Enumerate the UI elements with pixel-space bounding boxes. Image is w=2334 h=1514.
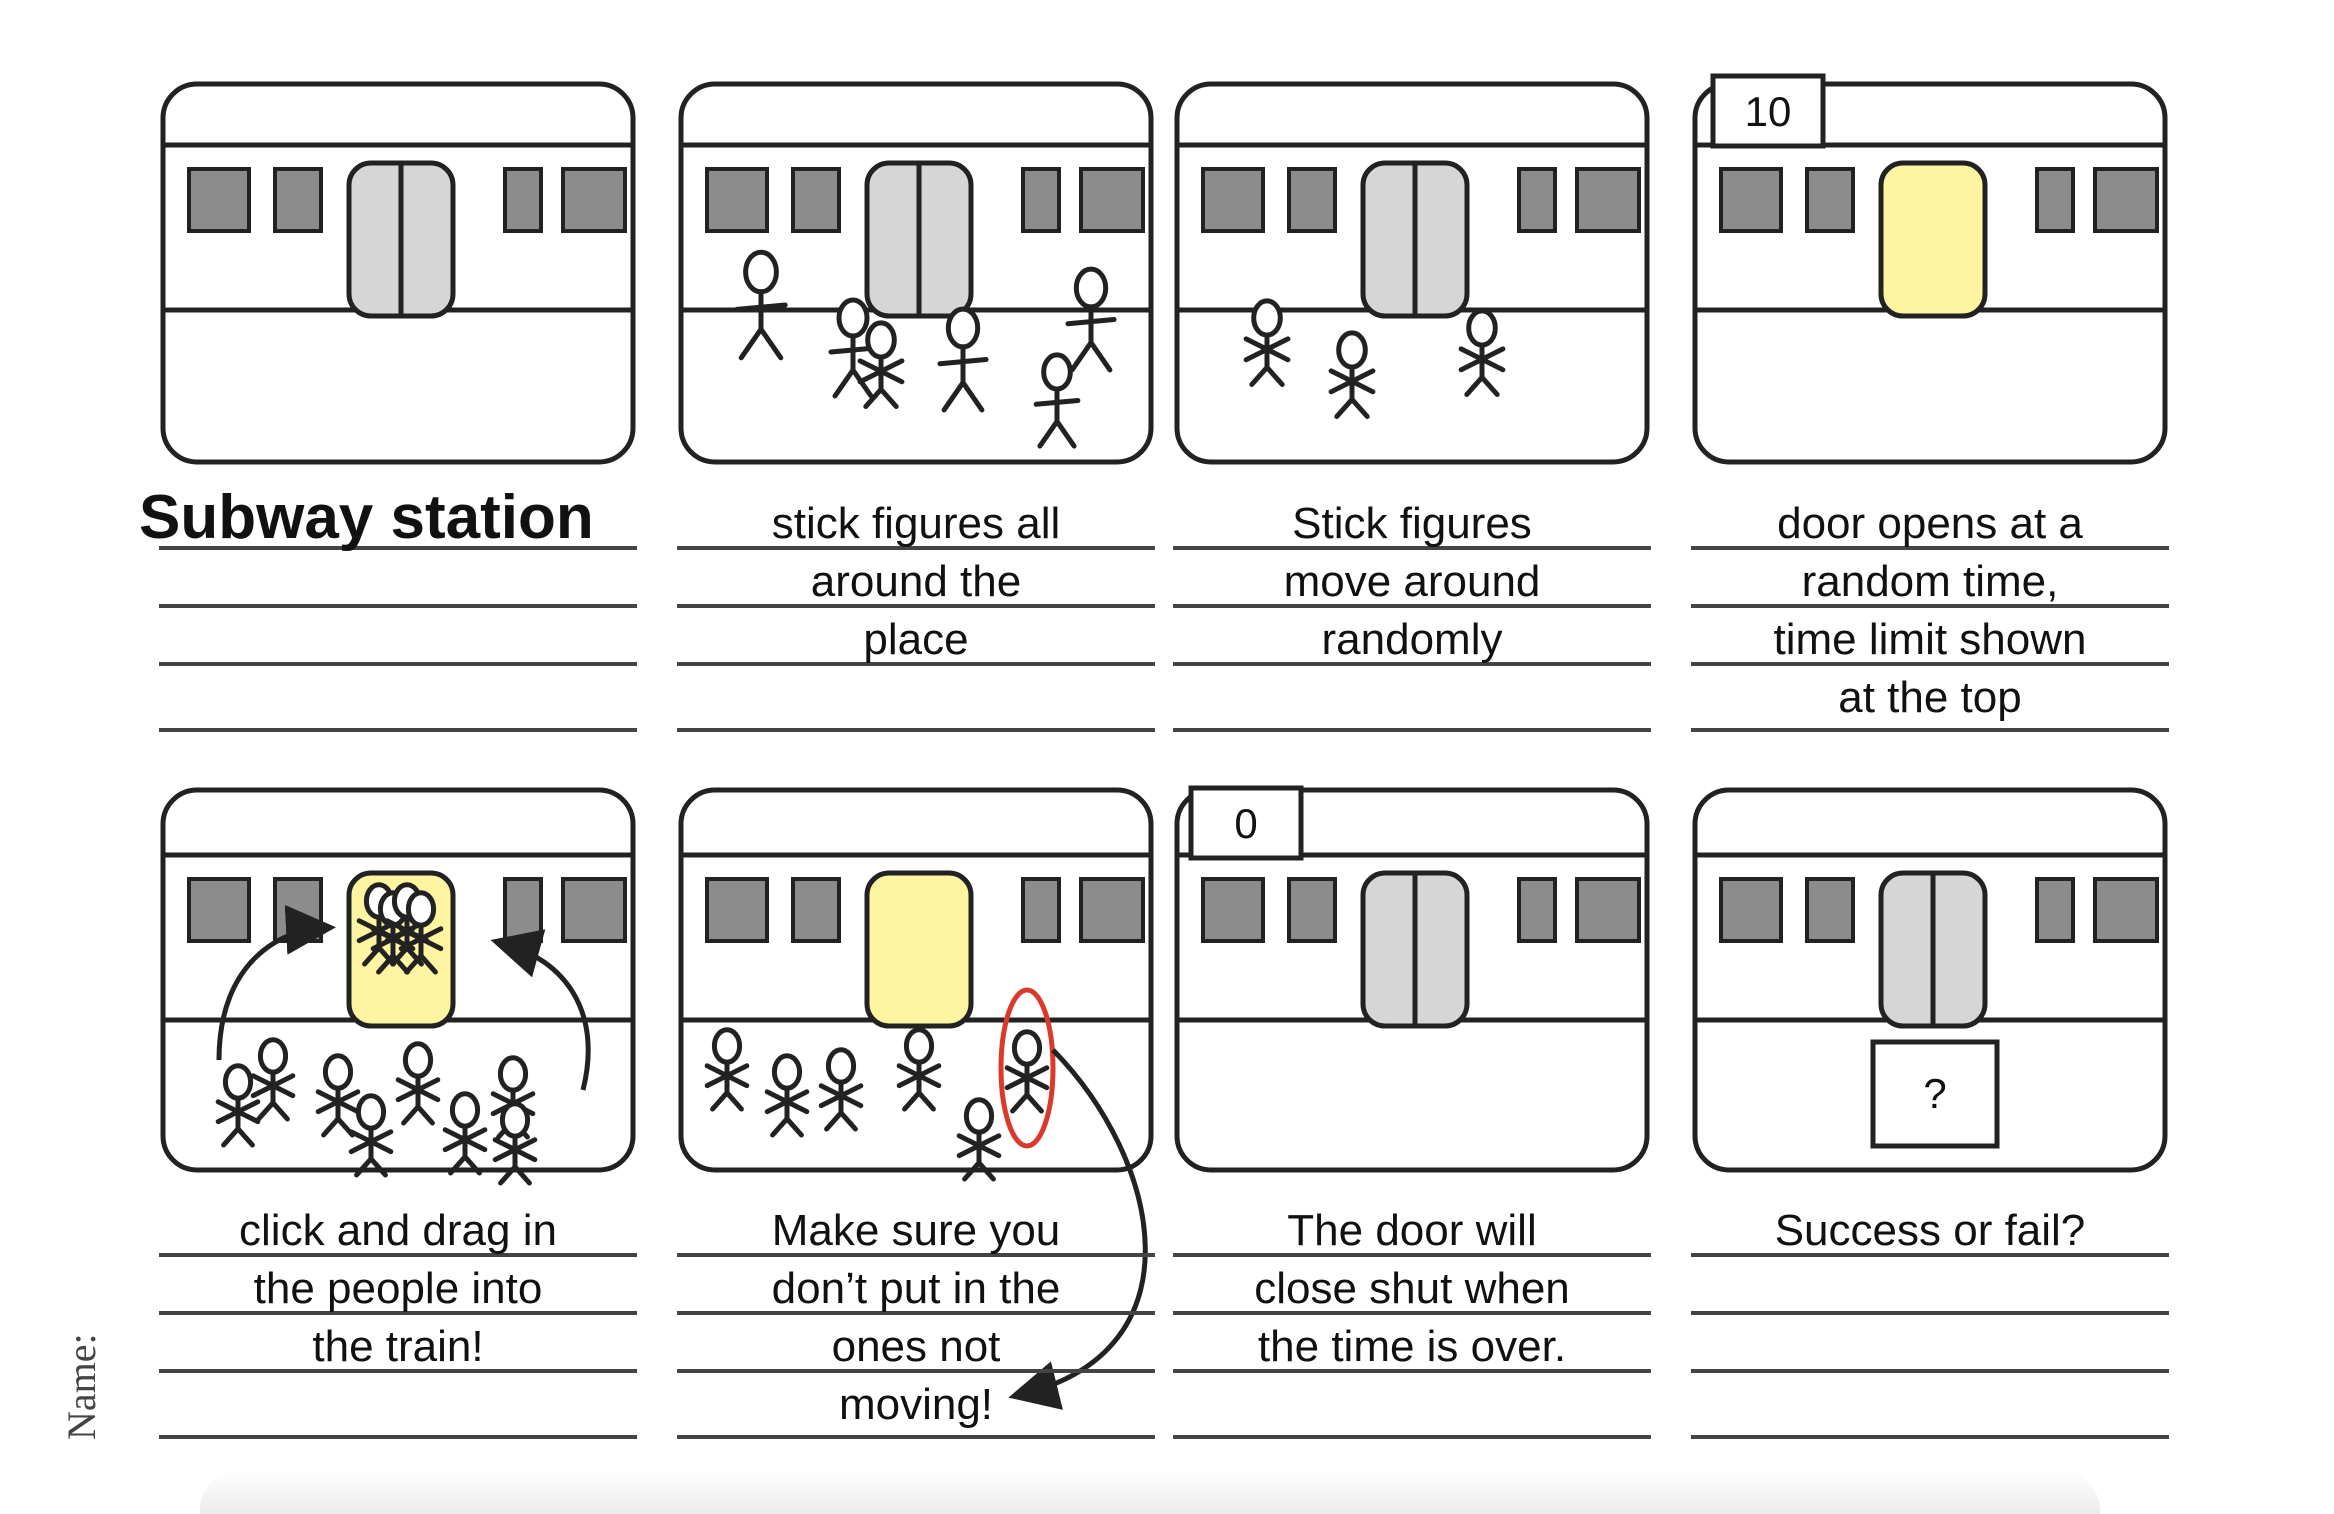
- result-box: [1870, 1039, 2000, 1149]
- train-window: [1287, 167, 1337, 233]
- stick-figure: [1004, 1029, 1050, 1114]
- stick-figure: [818, 1047, 864, 1132]
- caption-text: Stick figures: [1292, 499, 1532, 548]
- stick-figure: [704, 1027, 750, 1112]
- train-window: [1575, 877, 1641, 943]
- name-label: Name:: [59, 1333, 104, 1440]
- train-window: [503, 167, 543, 233]
- caption-text: Make sure you: [772, 1206, 1061, 1255]
- train-window: [705, 877, 769, 943]
- caption-text: random time,: [1802, 557, 2059, 606]
- train-window: [2093, 877, 2159, 943]
- timer-box: [1188, 785, 1304, 861]
- stick-figure: [857, 320, 905, 409]
- caption-text: the people into: [254, 1264, 543, 1313]
- train-window: [1201, 167, 1265, 233]
- train-window: [561, 877, 627, 943]
- stick-figure: [734, 249, 788, 361]
- train-window: [791, 877, 841, 943]
- storyboard-panel-4: 10 door opens at a random time, time limit …: [1691, 73, 2169, 732]
- train-window: [1719, 167, 1783, 233]
- train-window: [187, 877, 251, 943]
- stick-figure: [250, 1037, 296, 1122]
- stick-figure: [348, 1093, 394, 1178]
- train-window: [2093, 167, 2159, 233]
- caption-text: the train!: [312, 1322, 483, 1371]
- caption-text: close shut when: [1254, 1264, 1570, 1313]
- storyboard-panel-6: Make sure you don’t put in the ones not mov…: [677, 787, 1155, 1439]
- caption-text: around the: [811, 557, 1021, 606]
- train-window: [1805, 877, 1855, 943]
- warning-arrow: [1008, 1048, 1148, 1410]
- train-window: [1021, 167, 1061, 233]
- stick-figure: [1065, 266, 1117, 373]
- caption-text: randomly: [1322, 615, 1503, 664]
- train-window: [1517, 877, 1557, 943]
- train-window: [1719, 877, 1783, 943]
- train-window: [1575, 167, 1641, 233]
- still-figure-highlight: [998, 987, 1056, 1149]
- train-window: [1287, 877, 1337, 943]
- drag-arrow-left: [216, 904, 336, 1061]
- timer-value: 0: [1234, 800, 1257, 847]
- stick-figure: [398, 890, 444, 975]
- stick-figure: [1033, 352, 1081, 449]
- caption-text: time limit shown: [1774, 615, 2087, 664]
- train-window: [2035, 877, 2075, 943]
- stick-figure: [1243, 298, 1291, 387]
- caption-text: don’t put in the: [772, 1264, 1061, 1313]
- caption-text: at the top: [1838, 673, 2021, 722]
- stick-figure: [937, 306, 989, 413]
- train-window: [1805, 167, 1855, 233]
- train-door: [1878, 160, 1988, 319]
- stick-figure: [395, 1041, 441, 1126]
- caption-text: Subway station: [139, 483, 594, 552]
- train-window: [561, 167, 627, 233]
- stick-figure: [956, 1097, 1002, 1182]
- page-bottom-shadow: [200, 1470, 2100, 1514]
- caption-text: the time is over.: [1258, 1322, 1566, 1371]
- timer-box: [1710, 73, 1826, 149]
- train-window: [791, 167, 841, 233]
- storyboard-panel-3: Stick figures move around randomly: [1173, 81, 1651, 732]
- caption-text: place: [863, 615, 968, 664]
- caption-text: moving!: [839, 1380, 993, 1429]
- storyboard-panel-5: click and drag in the people into the trai…: [159, 787, 637, 1439]
- storyboard-panel-1: Subway station: [139, 81, 637, 732]
- caption-text: stick figures all: [772, 499, 1061, 548]
- train-window: [705, 167, 769, 233]
- caption-text: ones not: [832, 1322, 1001, 1371]
- train-window: [1201, 877, 1265, 943]
- train-window: [1079, 167, 1145, 233]
- caption-text: Success or fail?: [1775, 1206, 2086, 1255]
- caption-text: The door will: [1287, 1206, 1536, 1255]
- storyboard-panel-7: 0 The door will close shut when the time is…: [1173, 785, 1651, 1439]
- caption-text: click and drag in: [239, 1206, 557, 1255]
- train-window: [1517, 167, 1557, 233]
- result-value: ?: [1923, 1070, 1946, 1117]
- drag-arrow-right: [490, 929, 591, 1091]
- train-window: [273, 167, 323, 233]
- caption-text: door opens at a: [1777, 499, 2083, 548]
- train-door: [864, 870, 974, 1029]
- stick-figure: [828, 297, 878, 399]
- train-window: [2035, 167, 2075, 233]
- train-window: [187, 167, 251, 233]
- storyboard-panel-8: ? Success or fail?: [1691, 787, 2169, 1439]
- stick-figure: [1458, 308, 1506, 397]
- train-window: [503, 877, 543, 943]
- storyboard-panel-2: stick figures all around the place: [677, 81, 1155, 732]
- caption-text: move around: [1284, 557, 1541, 606]
- timer-value: 10: [1745, 88, 1792, 135]
- stick-figure: [1328, 330, 1376, 419]
- stick-figure: [764, 1053, 810, 1138]
- train-window: [1021, 877, 1061, 943]
- stick-figure: [896, 1027, 942, 1112]
- train-window: [1079, 877, 1145, 943]
- stick-figure: [442, 1091, 488, 1176]
- stick-figure: [492, 1101, 538, 1186]
- stick-figure: [215, 1063, 261, 1148]
